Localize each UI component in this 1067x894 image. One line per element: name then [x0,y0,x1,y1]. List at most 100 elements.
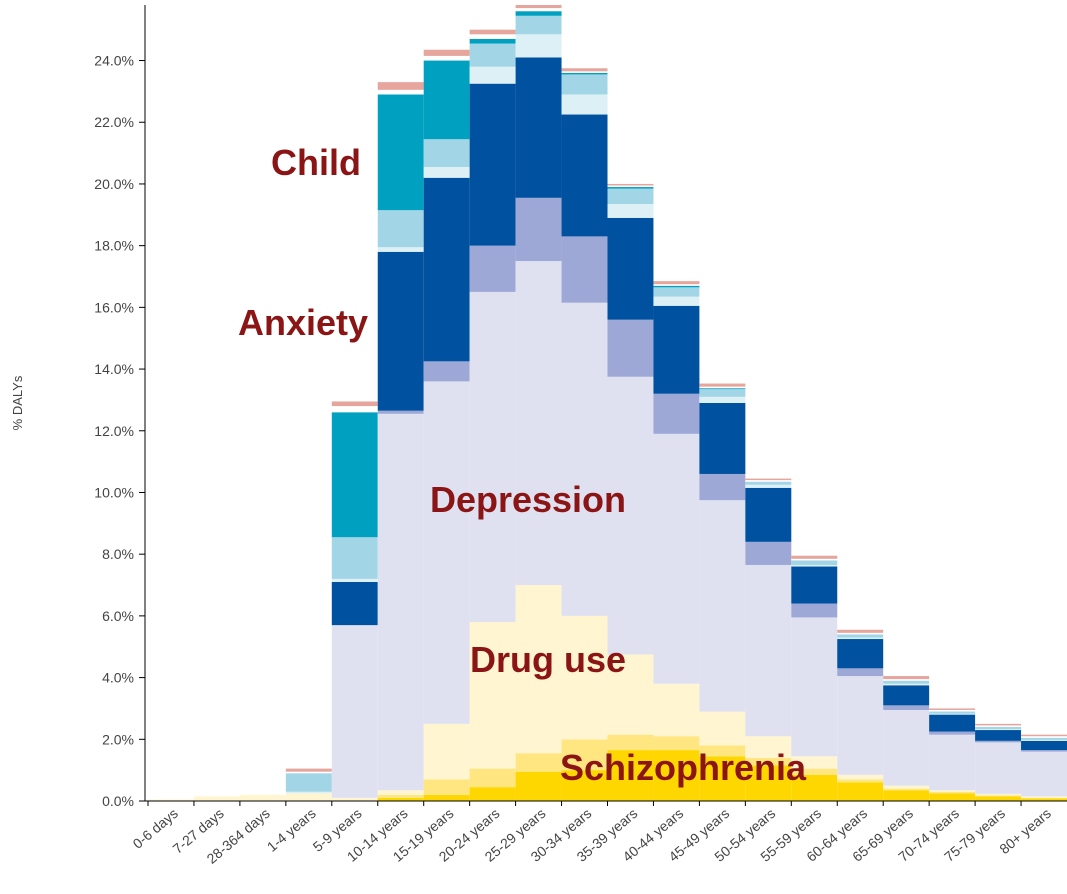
bar-segment [377,251,424,411]
bar-segment [745,484,792,488]
bar-segment [791,564,838,567]
bar-segment [791,566,838,604]
bar-segment [745,487,792,542]
bar-segment [607,187,654,189]
bar-segment [377,94,424,211]
bar-segment [929,731,976,735]
bar-segment [699,403,746,474]
bar-segment [377,797,424,801]
bar-segment [607,183,654,186]
bar-segment [515,15,562,35]
bar-segment [515,753,562,772]
bar-segment [699,386,746,389]
bar-segment [699,473,746,501]
bar-segment [745,541,792,565]
bar-segment [377,413,424,791]
bar-segment [515,57,562,198]
bar-segment [837,676,884,775]
bar-segment [1021,737,1067,740]
annotation: Child [271,142,361,183]
bar-segment [515,771,562,801]
bar-segment [653,683,700,737]
bar-segment [331,412,378,538]
bar-segment [193,796,240,801]
bar-segment [929,709,976,712]
y-tick-label: 6.0% [102,608,134,624]
bar-segment [929,793,976,801]
bar-segment [975,723,1022,726]
bar-segment [469,245,516,292]
bar-segment [975,726,1022,730]
bar-segment [469,83,516,246]
bar-segment [561,615,608,740]
bar-segment [837,779,884,783]
annotation: Schizophrenia [560,747,807,788]
bar-segment [745,478,792,481]
bar-segment [699,388,746,390]
bar-segment [745,564,792,737]
bar-segment [883,683,930,686]
bar-segment [745,480,792,482]
bar-segment [423,139,470,167]
bar-segment [515,34,562,58]
bar-segment [975,740,1022,743]
bar-segment [1021,736,1067,738]
bar-segment [423,60,470,140]
bar-segment [423,779,470,795]
bar-segment [745,765,792,801]
annotation: Drug use [470,639,626,680]
bar-segment [699,383,746,387]
bar-segment [607,319,654,377]
bar-segment [377,210,424,248]
bar-segment [929,713,976,715]
bar-segment [883,680,930,684]
bar-segment [837,639,884,669]
bar-segment [837,629,884,633]
y-tick-label: 10.0% [94,484,134,500]
bar-segment [699,396,746,403]
bar-segment [515,261,562,586]
bar-segment [515,11,562,16]
bar-segment [469,768,516,788]
bar-segment [975,742,1022,794]
bar-segment [377,247,424,252]
bar-segment [653,393,700,434]
bar-segment [653,305,700,394]
bar-segment [285,768,332,772]
bar-segment [929,790,976,792]
bar-segment [883,785,930,789]
bar-segment [791,768,838,775]
bar-segment [423,361,470,382]
bar-segment [331,406,378,413]
y-tick-label: 0.0% [102,793,134,809]
bar-segment [653,750,700,801]
bar-segment [1021,750,1067,752]
bar-segment [469,43,516,67]
bar-segment [607,204,654,218]
bar-segment [837,668,884,677]
bar-segment [239,794,286,801]
bar-segment [791,617,838,757]
bar-segment [423,381,470,724]
bar-segment [515,8,562,12]
bar-segment [975,796,1022,801]
bar-segment [975,795,1022,797]
bar-segment [975,725,1022,727]
bar-segment [699,756,746,801]
bar-segment [285,791,332,794]
bar-segment [699,745,746,757]
bar-segment [883,705,930,710]
bar-segment [837,774,884,780]
annotation: Depression [430,479,626,520]
bar-segment [607,750,654,801]
bar-segment [883,679,930,681]
bar-segment [607,188,654,204]
bar-segment [653,285,700,288]
bar-segment [1021,796,1067,798]
annotation: Anxiety [238,302,368,343]
bar-segment [653,284,700,286]
y-tick-label: 20.0% [94,176,134,192]
bar-segment [1021,797,1067,799]
bar-segment [607,217,654,320]
bar-segment [653,287,700,297]
